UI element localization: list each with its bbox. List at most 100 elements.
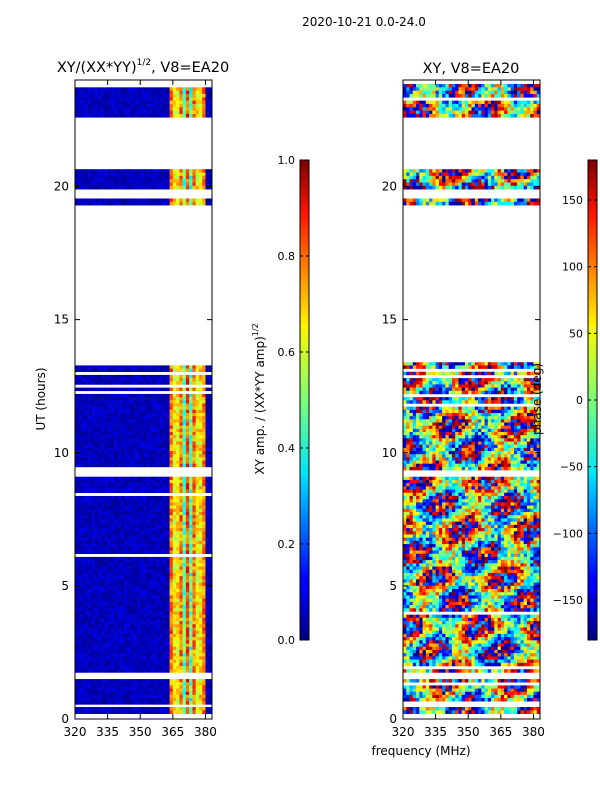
heatmap-cell — [189, 365, 193, 369]
heatmap-cell — [195, 441, 200, 445]
heatmap-cell — [130, 512, 135, 516]
heatmap-cell — [110, 515, 115, 519]
heatmap-cell — [110, 640, 115, 644]
heatmap-cell — [114, 633, 118, 638]
heatmap-cell — [172, 524, 177, 529]
heatmap-cell — [156, 182, 161, 187]
heatmap-cell — [159, 518, 164, 522]
heatmap-cell — [75, 512, 79, 516]
heatmap-cell — [91, 531, 95, 535]
heatmap-cell — [97, 441, 102, 445]
heatmap-cell — [166, 435, 170, 439]
heatmap-cell — [94, 198, 99, 203]
heatmap-cell — [107, 460, 112, 465]
heatmap-cell — [176, 601, 180, 606]
heatmap-cell — [117, 518, 121, 522]
heatmap-cell — [143, 499, 148, 503]
heatmap-cell — [75, 412, 79, 417]
heatmap-cell — [110, 107, 115, 111]
heatmap-cell — [182, 601, 187, 606]
heatmap-cell — [205, 624, 210, 628]
heatmap-cell — [88, 416, 92, 420]
heatmap-cell — [198, 566, 203, 571]
heatmap-cell — [153, 87, 157, 91]
heatmap-cell — [205, 393, 210, 398]
heatmap-cell — [91, 649, 95, 654]
heatmap-cell — [75, 97, 79, 101]
heatmap-cell — [78, 400, 82, 404]
heatmap-cell — [94, 595, 99, 599]
heatmap-cell — [81, 707, 86, 711]
heatmap-cell — [166, 669, 170, 673]
heatmap-cell — [136, 637, 141, 641]
heatmap-cell — [146, 534, 151, 538]
heatmap-cell — [169, 627, 174, 631]
heatmap-cell — [156, 646, 161, 651]
heatmap-cell — [107, 601, 112, 606]
heatmap-cell — [91, 486, 95, 490]
right-heatmap — [403, 83, 540, 714]
heatmap-cell — [78, 524, 82, 529]
heatmap-cell — [114, 368, 118, 373]
heatmap-cell — [130, 550, 135, 555]
heatmap-cell — [130, 521, 135, 526]
heatmap-cell — [130, 534, 135, 538]
heatmap-cell — [117, 441, 121, 445]
heatmap-cell — [107, 438, 112, 442]
heatmap-cell — [120, 441, 125, 445]
heatmap-cell — [127, 691, 131, 696]
heatmap-cell — [114, 521, 118, 526]
heatmap-cell — [156, 550, 161, 555]
heatmap-cell — [176, 201, 180, 206]
heatmap-cell — [198, 476, 203, 481]
heatmap-cell — [140, 97, 144, 101]
heatmap-cell — [75, 698, 79, 702]
heatmap-cell — [163, 397, 167, 401]
heatmap-cell — [133, 381, 138, 385]
heatmap-cell — [153, 540, 157, 545]
heatmap-cell — [185, 518, 190, 522]
heatmap-cell — [136, 547, 141, 551]
heatmap-cell — [133, 454, 138, 458]
heatmap-cell — [198, 691, 203, 696]
heatmap-cell — [464, 707, 469, 711]
heatmap-cell — [91, 630, 95, 635]
heatmap-cell — [185, 585, 190, 590]
heatmap-cell — [202, 682, 206, 686]
heatmap-cell — [208, 381, 212, 385]
heatmap-cell — [169, 518, 174, 522]
heatmap-cell — [78, 643, 82, 648]
heatmap-cell — [75, 585, 79, 590]
heatmap-cell — [117, 460, 121, 465]
heatmap-cell — [114, 365, 118, 369]
heatmap-cell — [205, 592, 210, 596]
heatmap-cell — [208, 518, 212, 522]
heatmap-cell — [123, 710, 128, 714]
heatmap-cell — [136, 611, 141, 615]
heatmap-cell — [192, 447, 196, 452]
heatmap-cell — [166, 621, 170, 625]
heatmap-cell — [94, 444, 99, 449]
heatmap-cell — [163, 608, 167, 612]
heatmap-cell — [166, 617, 170, 622]
heatmap-cell — [81, 633, 86, 638]
heatmap-cell — [78, 441, 82, 445]
heatmap-cell — [133, 662, 138, 667]
heatmap-cell — [140, 518, 144, 522]
heatmap-cell — [169, 460, 174, 465]
heatmap-cell — [198, 611, 203, 615]
heatmap-cell — [159, 447, 164, 452]
heatmap-cell — [78, 669, 82, 673]
heatmap-cell — [130, 560, 135, 564]
heatmap-cell — [130, 454, 135, 458]
heatmap-cell — [195, 589, 200, 593]
heatmap-cell — [123, 460, 128, 465]
heatmap-cell — [101, 479, 105, 484]
heatmap-cell — [163, 643, 167, 648]
heatmap-cell — [179, 175, 183, 180]
heatmap-cell — [75, 515, 79, 519]
heatmap-cell — [127, 611, 131, 615]
heatmap-cell — [179, 169, 183, 173]
heatmap-cell — [78, 486, 82, 490]
heatmap-cell — [75, 90, 79, 95]
